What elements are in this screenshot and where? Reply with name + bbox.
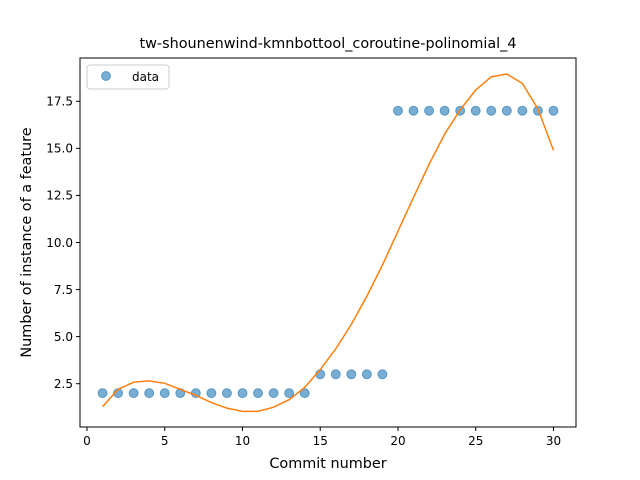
data-point [424, 105, 435, 116]
y-axis-ticks: 2.5 5.0 7.5 10.0 12.5 15.0 17.5 [46, 95, 80, 391]
legend-label-data: data [132, 70, 159, 84]
y-tick-label: 17.5 [46, 95, 73, 109]
x-tick-label: 15 [313, 434, 328, 448]
x-axis-label: Commit number [269, 456, 386, 472]
data-point [486, 105, 497, 116]
data-point [284, 388, 295, 399]
data-point [299, 388, 310, 399]
fit-line [101, 73, 555, 413]
x-tick-label: 30 [546, 434, 561, 448]
data-point [253, 388, 264, 399]
chart-title: tw-shounenwind-kmnbottool_coroutine-poli… [139, 36, 516, 52]
data-point [346, 369, 357, 380]
data-point [128, 388, 139, 399]
y-tick-label: 7.5 [54, 283, 73, 297]
data-point [97, 388, 108, 399]
data-point [144, 388, 155, 399]
y-tick-label: 2.5 [54, 377, 73, 391]
y-tick-label: 5.0 [54, 330, 73, 344]
data-point [392, 105, 403, 116]
x-tick-label: 5 [161, 434, 169, 448]
data-point [548, 105, 559, 116]
data-point [159, 388, 170, 399]
x-tick-label: 25 [468, 434, 483, 448]
y-tick-label: 10.0 [46, 236, 73, 250]
x-axis-ticks: 0 5 10 15 20 25 30 [83, 427, 561, 448]
y-tick-label: 15.0 [46, 142, 73, 156]
data-point [330, 369, 341, 380]
data-point [501, 105, 512, 116]
legend: data [86, 64, 170, 90]
x-tick-label: 20 [390, 434, 405, 448]
data-point [377, 369, 388, 380]
data-point [408, 105, 419, 116]
data-point [470, 105, 481, 116]
legend-box [86, 64, 170, 90]
x-tick-label: 10 [235, 434, 250, 448]
data-point [268, 388, 279, 399]
data-point [361, 369, 372, 380]
data-point [206, 388, 217, 399]
y-axis-label: Number of instance of a feature [19, 127, 35, 357]
plot-area [97, 73, 559, 413]
y-tick-label: 12.5 [46, 189, 73, 203]
x-tick-label: 0 [83, 434, 91, 448]
axes-frame [79, 57, 577, 428]
data-point [221, 388, 232, 399]
data-point [237, 388, 248, 399]
data-point [439, 105, 450, 116]
legend-marker-data [101, 71, 111, 81]
data-point [517, 105, 528, 116]
